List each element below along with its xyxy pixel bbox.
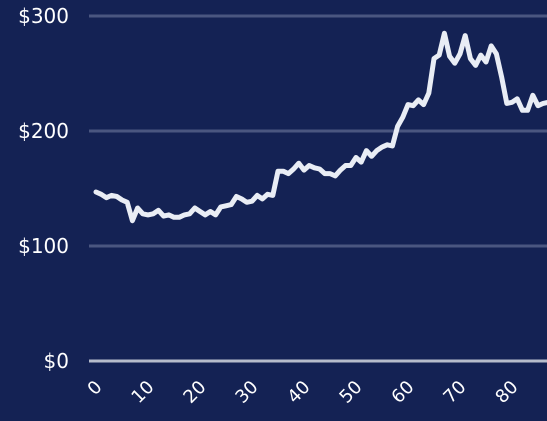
x-tick-label: 70	[439, 377, 470, 408]
y-tick-label: $300	[18, 4, 69, 28]
x-tick-label: 90	[543, 377, 547, 408]
y-tick-label: $0	[44, 349, 69, 373]
x-tick-label: 0	[84, 377, 107, 400]
y-tick-label: $200	[18, 119, 69, 143]
x-tick-label: 10	[127, 377, 158, 408]
x-tick-label: 50	[335, 377, 366, 408]
x-tick-label: 80	[491, 377, 522, 408]
x-tick-label: 30	[231, 377, 262, 408]
series-line	[93, 30, 547, 224]
x-tick-label: 60	[387, 377, 418, 408]
y-tick-label: $100	[18, 234, 69, 258]
x-tick-label: 40	[283, 377, 314, 408]
x-tick-label: 20	[179, 377, 210, 408]
